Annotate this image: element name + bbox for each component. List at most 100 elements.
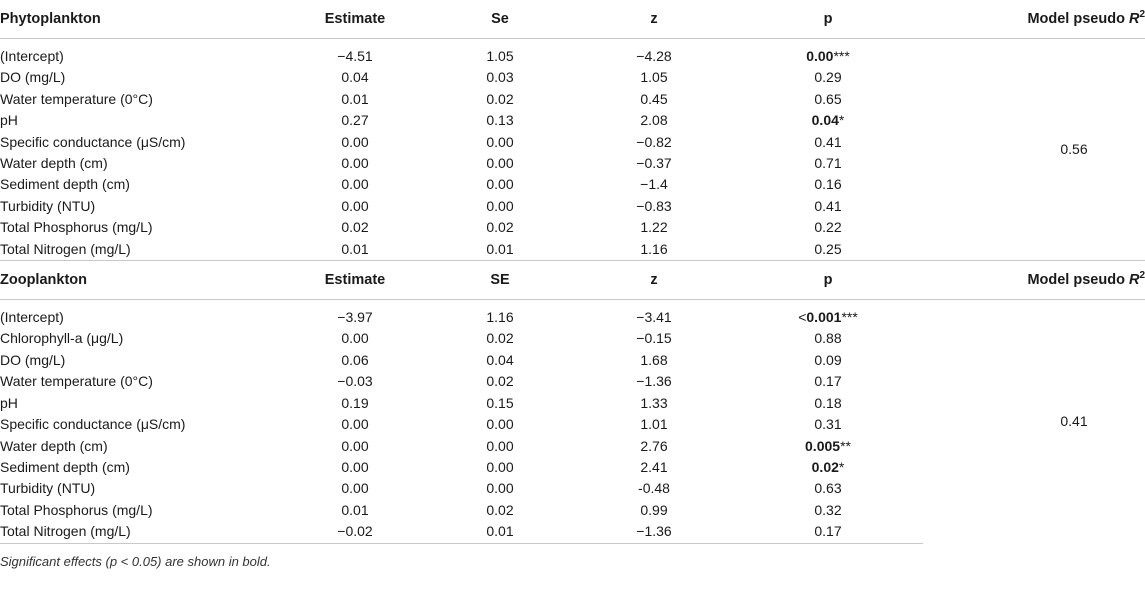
p-prefix: < [798, 309, 807, 326]
p-value: 0.18 [814, 394, 842, 411]
z-cell: −1.4 [640, 176, 668, 193]
variable-label: Sediment depth (cm) [0, 458, 130, 475]
estimate-cell: 0.06 [341, 351, 369, 368]
variable-label: Chlorophyll-a (μg/L) [0, 330, 124, 347]
estimate-header: Estimate [285, 0, 425, 39]
p-value: 0.41 [814, 133, 842, 150]
p-cell: 0.17 [733, 371, 923, 392]
z-cell: −1.36 [575, 521, 733, 544]
table-row: (Intercept) −4.51 1.05 −4.28 0.00*** 0.56 [0, 39, 1145, 157]
se-cell: 0.01 [425, 238, 575, 262]
variable-label: pH [0, 112, 18, 129]
results-table-container: Phytoplankton Estimate Se z p Model pseudo R2… [0, 0, 1145, 569]
se-cell: 0.00 [486, 155, 514, 172]
variable-label: Total Phosphorus (mg/L) [0, 219, 153, 236]
p-cell: 0.31 [733, 414, 923, 435]
variable-label: Specific conductance (μS/cm) [0, 416, 186, 433]
variable-label: Total Phosphorus (mg/L) [0, 501, 153, 518]
p-value: 0.16 [814, 176, 842, 193]
model-pseudo-r2-value: 0.41 [1060, 412, 1088, 429]
p-value-significant: 0.00 [806, 48, 834, 64]
variable-label: DO (mg/L) [0, 351, 66, 368]
z-cell: −4.28 [636, 48, 672, 64]
table-row: Total Phosphorus (mg/L) 0.02 0.02 1.22 0.22 [0, 217, 1145, 238]
p-cell: 0.32 [733, 500, 923, 521]
table-row: (Intercept) −3.97 1.16 −3.41 <0.001*** 0.41 [0, 300, 1145, 429]
p-cell: 0.005** [733, 436, 923, 457]
significance-stars: *** [833, 48, 850, 64]
se-cell: 0.02 [486, 330, 514, 347]
z-cell: 1.22 [640, 219, 668, 236]
model-header-text: Model pseudo [1027, 272, 1129, 289]
z-cell: 1.01 [640, 416, 668, 433]
variable-label: pH [0, 394, 18, 411]
estimate-cell: 0.00 [341, 133, 369, 150]
z-cell: 2.76 [640, 437, 668, 454]
z-cell: 1.16 [575, 238, 733, 262]
se-cell: 0.01 [425, 521, 575, 544]
model-pseudo-r2-header: Model pseudo R2 [923, 260, 1145, 301]
estimate-cell: 0.00 [341, 176, 369, 193]
p-cell: 0.71 [733, 153, 923, 174]
significance-stars: * [838, 458, 845, 475]
z-cell: −0.15 [636, 330, 672, 347]
variable-label: Total Nitrogen (mg/L) [0, 238, 285, 262]
z-cell: −1.36 [636, 373, 672, 390]
estimate-cell: 0.19 [341, 394, 369, 411]
table-row: DO (mg/L) 0.04 0.03 1.05 0.29 [0, 67, 1145, 88]
se-cell: 0.00 [486, 197, 514, 214]
table-row: Specific conductance (μS/cm) 0.00 0.00 1.01… [0, 414, 1145, 435]
group-header: Phytoplankton [0, 0, 285, 39]
table-row: Sediment depth (cm) 0.00 0.00 2.41 0.02* [0, 457, 1145, 478]
p-value: 0.41 [814, 197, 842, 214]
p-cell: 0.09 [733, 350, 923, 371]
variable-label: Water temperature (0°C) [0, 373, 153, 390]
p-cell: 0.22 [733, 217, 923, 238]
estimate-cell: 0.00 [341, 437, 369, 454]
significance-stars: *** [841, 309, 858, 326]
estimate-cell: 0.00 [341, 197, 369, 214]
significance-stars: * [838, 112, 845, 129]
se-cell: 0.04 [486, 351, 514, 368]
se-cell: 0.02 [486, 219, 514, 236]
estimate-cell: 0.01 [341, 90, 369, 107]
table-row: Total Nitrogen (mg/L) −0.02 0.01 −1.36 0.17 [0, 521, 1145, 544]
model-header-sup: 2 [1139, 9, 1145, 21]
se-cell: 1.05 [486, 48, 514, 64]
table-row: Water temperature (0°C) −0.03 0.02 −1.36 0.1… [0, 371, 1145, 392]
p-cell: 0.16 [733, 174, 923, 195]
estimate-cell: 0.01 [285, 238, 425, 262]
variable-label: DO (mg/L) [0, 69, 66, 86]
estimate-cell: 0.02 [341, 219, 369, 236]
z-cell: 2.41 [640, 458, 668, 475]
estimate-cell: 0.00 [341, 330, 369, 347]
z-cell: −0.82 [636, 133, 672, 150]
se-cell: 0.00 [486, 437, 514, 454]
p-value-significant: 0.001 [806, 309, 842, 326]
p-cell: 0.41 [733, 196, 923, 217]
table-row: pH 0.27 0.13 2.08 0.04* [0, 110, 1145, 131]
p-header: p [733, 260, 923, 301]
p-cell: 0.88 [733, 328, 923, 349]
se-cell: 0.00 [486, 480, 514, 497]
table-row: DO (mg/L) 0.06 0.04 1.68 0.09 [0, 350, 1145, 371]
se-header: SE [425, 260, 575, 301]
z-header: z [575, 260, 733, 301]
estimate-cell: −3.97 [337, 309, 373, 326]
p-value: 0.17 [814, 523, 842, 540]
estimate-cell: 0.00 [341, 480, 369, 497]
se-cell: 0.00 [486, 133, 514, 150]
model-pseudo-r2-header: Model pseudo R2 [923, 0, 1145, 39]
p-cell: 0.25 [733, 238, 923, 262]
regression-table: Phytoplankton Estimate Se z p Model pseudo R2… [0, 0, 1145, 544]
p-cell: 0.29 [733, 67, 923, 88]
p-value: 0.09 [814, 351, 842, 368]
table-row: Turbidity (NTU) 0.00 0.00 -0.48 0.63 [0, 478, 1145, 499]
variable-label: (Intercept) [0, 48, 64, 64]
p-header: p [733, 0, 923, 39]
p-cell: 0.18 [733, 393, 923, 414]
table-row: Water depth (cm) 0.00 0.00 2.76 0.005** [0, 436, 1145, 457]
p-cell: 0.63 [733, 478, 923, 499]
se-cell: 0.03 [486, 69, 514, 86]
variable-label: Total Nitrogen (mg/L) [0, 521, 285, 544]
